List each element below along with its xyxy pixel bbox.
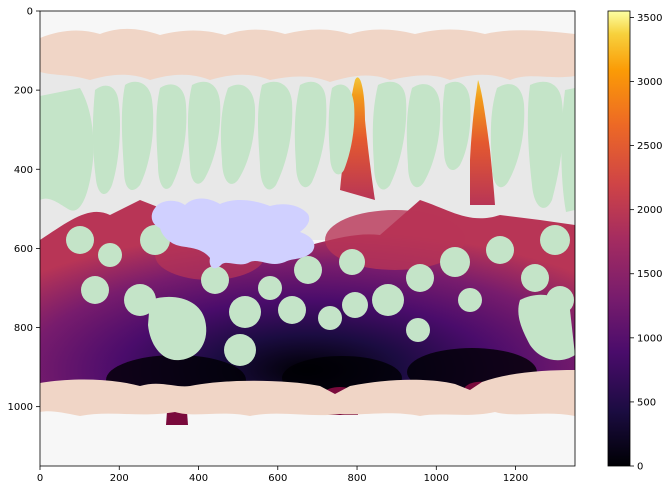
colorbar — [607, 10, 631, 467]
y-tick-label: 600 — [14, 244, 33, 255]
wall-band-bottom — [40, 370, 575, 416]
y-tick-label: 800 — [14, 323, 33, 334]
lavender-blob — [151, 198, 315, 269]
colorbar-tick-label: 2500 — [637, 141, 662, 152]
heat-plume-right — [470, 80, 495, 205]
colorbar-tick-label: 3000 — [637, 77, 662, 88]
y-tick-label: 200 — [14, 86, 33, 97]
x-tick-label: 600 — [268, 473, 287, 484]
x-tick-label: 400 — [189, 473, 208, 484]
x-axis-ticks: 0 200 400 600 800 1000 1200 — [37, 466, 528, 484]
colorbar-tick-label: 1500 — [637, 269, 662, 280]
colorbar-tick-label: 2000 — [637, 205, 662, 216]
green-blob-group — [40, 81, 575, 366]
wall-band-top — [40, 28, 575, 83]
colorbar-tick-label: 3500 — [637, 13, 662, 24]
axes-frame — [39, 10, 576, 467]
x-tick-label: 0 — [37, 473, 43, 484]
x-tick-label: 1000 — [424, 473, 449, 484]
y-tick-label: 0 — [27, 7, 33, 18]
y-axis-ticks: 0 200 400 600 800 1000 — [8, 7, 40, 413]
colorbar-tick-label: 0 — [637, 462, 643, 473]
heatmap-plot-area — [40, 11, 575, 466]
x-tick-label: 1200 — [503, 473, 528, 484]
colorbar-tick-label: 500 — [637, 397, 656, 408]
heat-plume-left — [340, 77, 375, 200]
x-tick-label: 200 — [110, 473, 129, 484]
y-tick-label: 1000 — [8, 402, 33, 413]
y-tick-label: 400 — [14, 165, 33, 176]
colorbar-tick-label: 1000 — [637, 333, 662, 344]
x-tick-label: 800 — [347, 473, 366, 484]
colorbar-ticks: 0 500 1000 1500 2000 2500 3000 3500 — [630, 13, 662, 473]
